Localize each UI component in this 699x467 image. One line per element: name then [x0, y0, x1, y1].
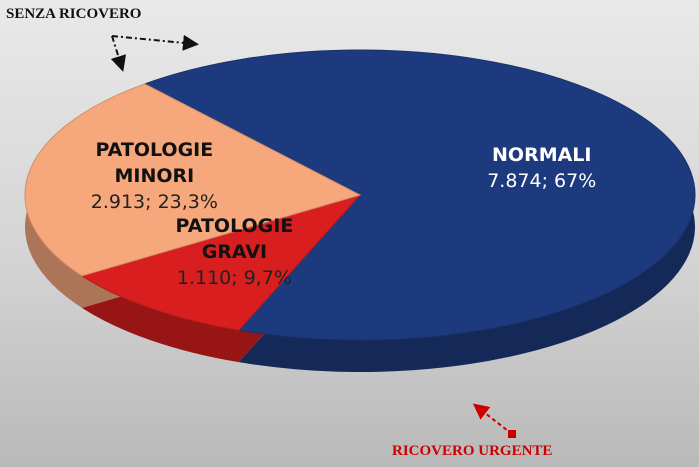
pie-area [0, 0, 699, 467]
slice-name: PATOLOGIE GRAVI [149, 213, 319, 265]
value-label: 1.110; 9,7% [177, 267, 292, 289]
chart: SENZA RICOVERO RICOVERO URGENTE NORMALI7… [0, 0, 699, 467]
annotation: SENZA RICOVERO [6, 6, 141, 23]
value-label: 2.913; 23,3% [91, 191, 218, 213]
arrow [112, 36, 195, 44]
arrow [476, 406, 512, 434]
arrow [112, 36, 122, 68]
annotation: RICOVERO URGENTE [392, 443, 552, 460]
slice-name: NORMALI [457, 142, 627, 168]
slice-name: PATOLOGIE MINORI [69, 137, 239, 189]
value-label: 7.874; 67% [487, 170, 596, 192]
